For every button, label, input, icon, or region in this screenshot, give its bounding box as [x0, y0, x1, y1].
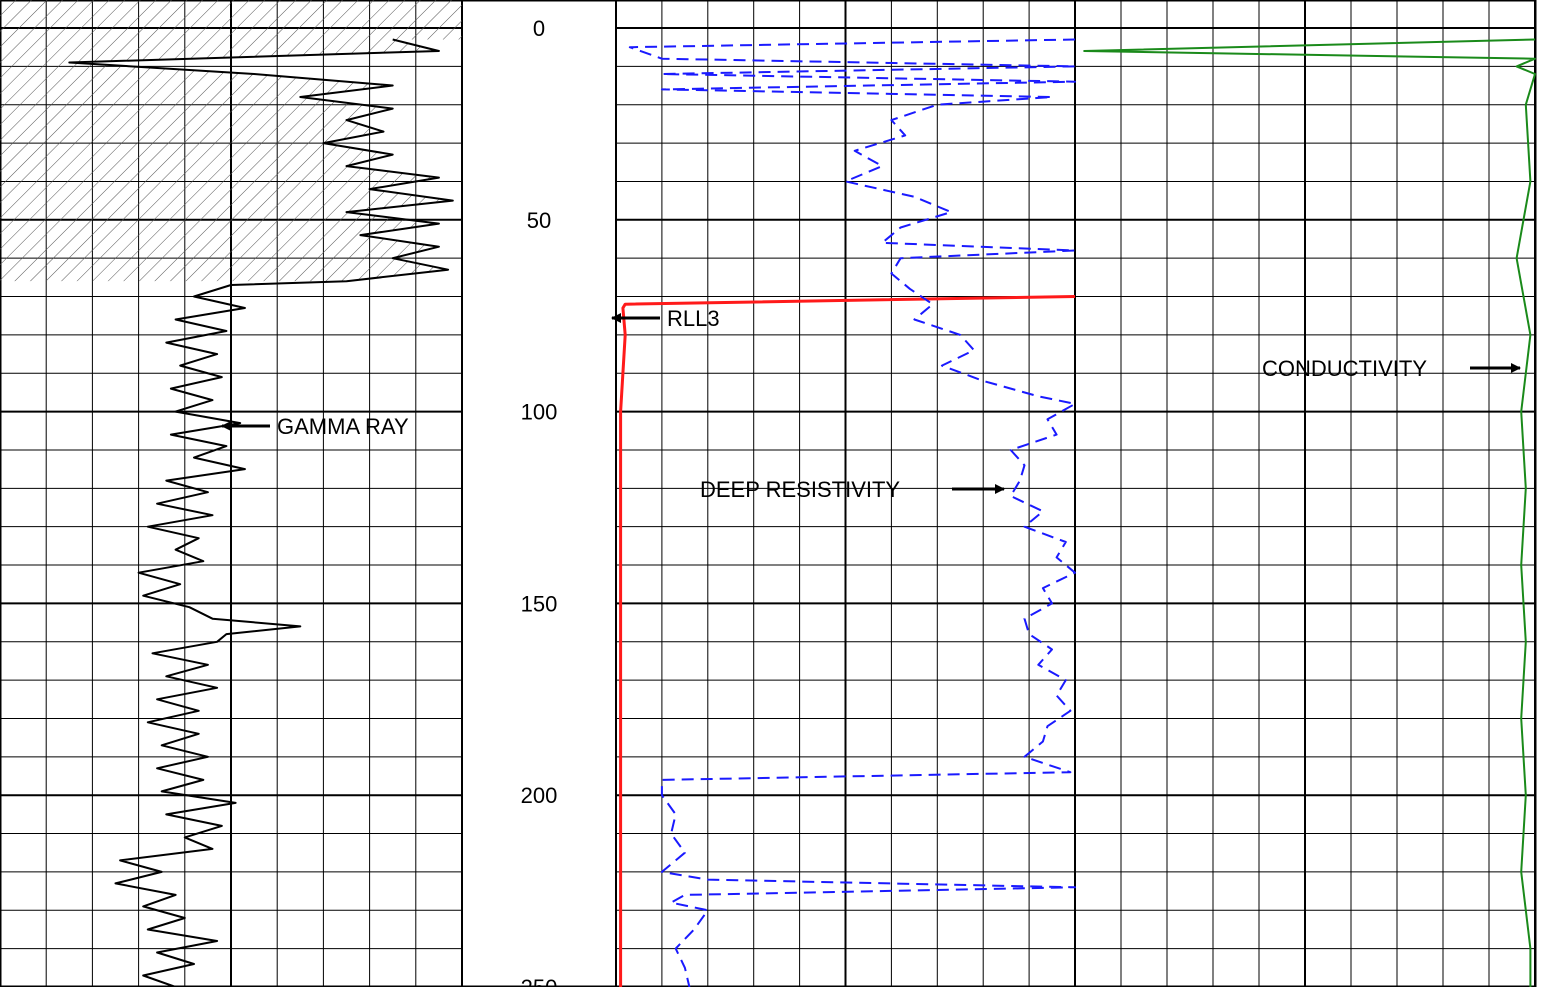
rll3-label: RLL3	[667, 306, 720, 331]
depth-tick-label: 200	[521, 783, 558, 808]
gamma-ray-shading	[0, 0, 462, 282]
curve-rll3	[619, 295, 1076, 987]
gamma-ray-label: GAMMA RAY	[277, 414, 409, 439]
depth-tick-label: 250	[521, 975, 558, 987]
hatch-shading-layer	[0, 0, 462, 282]
annotation-deep-resistivity: DEEP RESISTIVITY	[700, 477, 1005, 502]
depth-tick-label: 150	[521, 591, 558, 616]
annotation-conductivity: CONDUCTIVITY	[1262, 356, 1521, 381]
annotation-gamma-ray: GAMMA RAY	[221, 414, 409, 439]
depth-tick-label: 50	[527, 208, 551, 233]
curve-gamma-ray	[68, 38, 454, 987]
deep-resistivity-label: DEEP RESISTIVITY	[700, 477, 900, 502]
curves-layer	[68, 38, 1536, 987]
depth-tick-label: 100	[521, 400, 558, 425]
annotation-rll3: RLL3	[611, 306, 720, 331]
curve-deep-resistivity	[628, 38, 1076, 987]
curve-conductivity	[1083, 38, 1536, 987]
depth-tick-label: 0	[533, 16, 545, 41]
conductivity-label: CONDUCTIVITY	[1262, 356, 1427, 381]
depth-axis: 0 50 100 150 200 250	[521, 16, 558, 987]
